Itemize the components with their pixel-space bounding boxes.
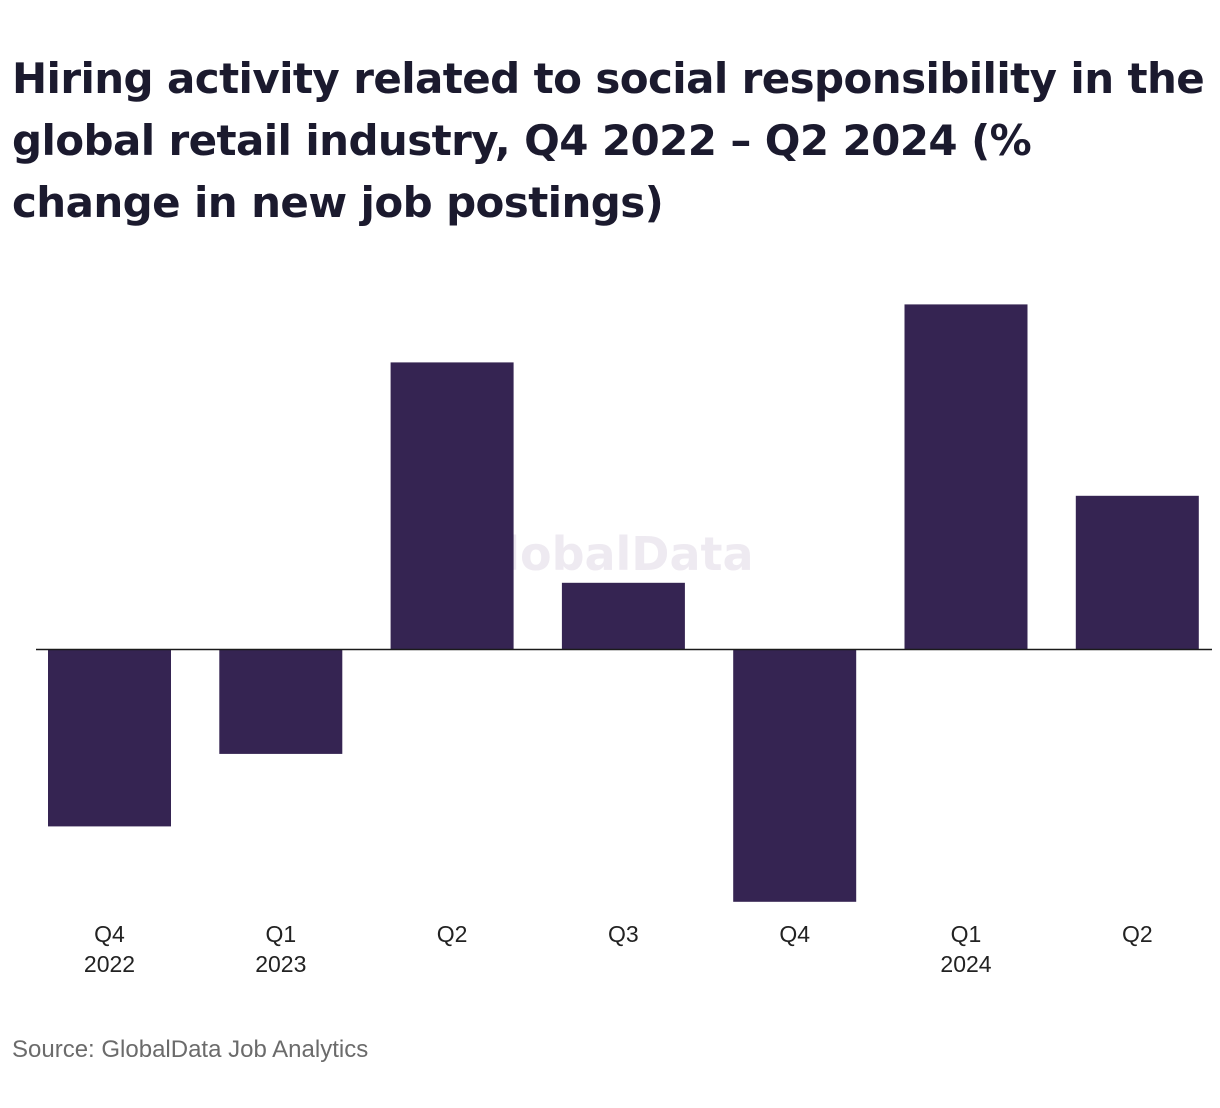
tick-year-0: 2022 <box>84 951 135 977</box>
bar-4 <box>733 649 857 902</box>
tick-year-5: 2024 <box>940 951 991 977</box>
tick-year-1: 2023 <box>255 951 306 977</box>
bar-6 <box>1075 495 1199 650</box>
watermark: GlobalData <box>466 527 753 581</box>
bar-0 <box>48 649 171 827</box>
tick-label-3: Q3 <box>608 921 639 947</box>
tick-label-1: Q1 <box>265 921 296 947</box>
bar-1 <box>219 649 343 754</box>
bar-5 <box>904 304 1028 650</box>
x-axis-tick-labels: Q4 2022 Q1 2023 Q2 Q3 Q4 Q1 2024 Q2 <box>84 921 1153 977</box>
bar-chart: GlobalData Q4 2022 Q1 2023 Q2 Q3 Q4 Q1 2024 Q2 <box>36 304 1212 977</box>
tick-label-6: Q2 <box>1122 921 1153 947</box>
bar-2 <box>390 362 514 650</box>
tick-label-5: Q1 <box>951 921 982 947</box>
source-note: Source: GlobalData Job Analytics <box>12 1036 369 1063</box>
tick-label-4: Q4 <box>779 921 810 947</box>
bars-group <box>48 304 1199 902</box>
tick-label-0: Q4 <box>94 921 125 947</box>
chart-title: Hiring activity related to social respon… <box>12 54 1205 227</box>
tick-label-2: Q2 <box>437 921 468 947</box>
bar-3 <box>561 582 685 650</box>
